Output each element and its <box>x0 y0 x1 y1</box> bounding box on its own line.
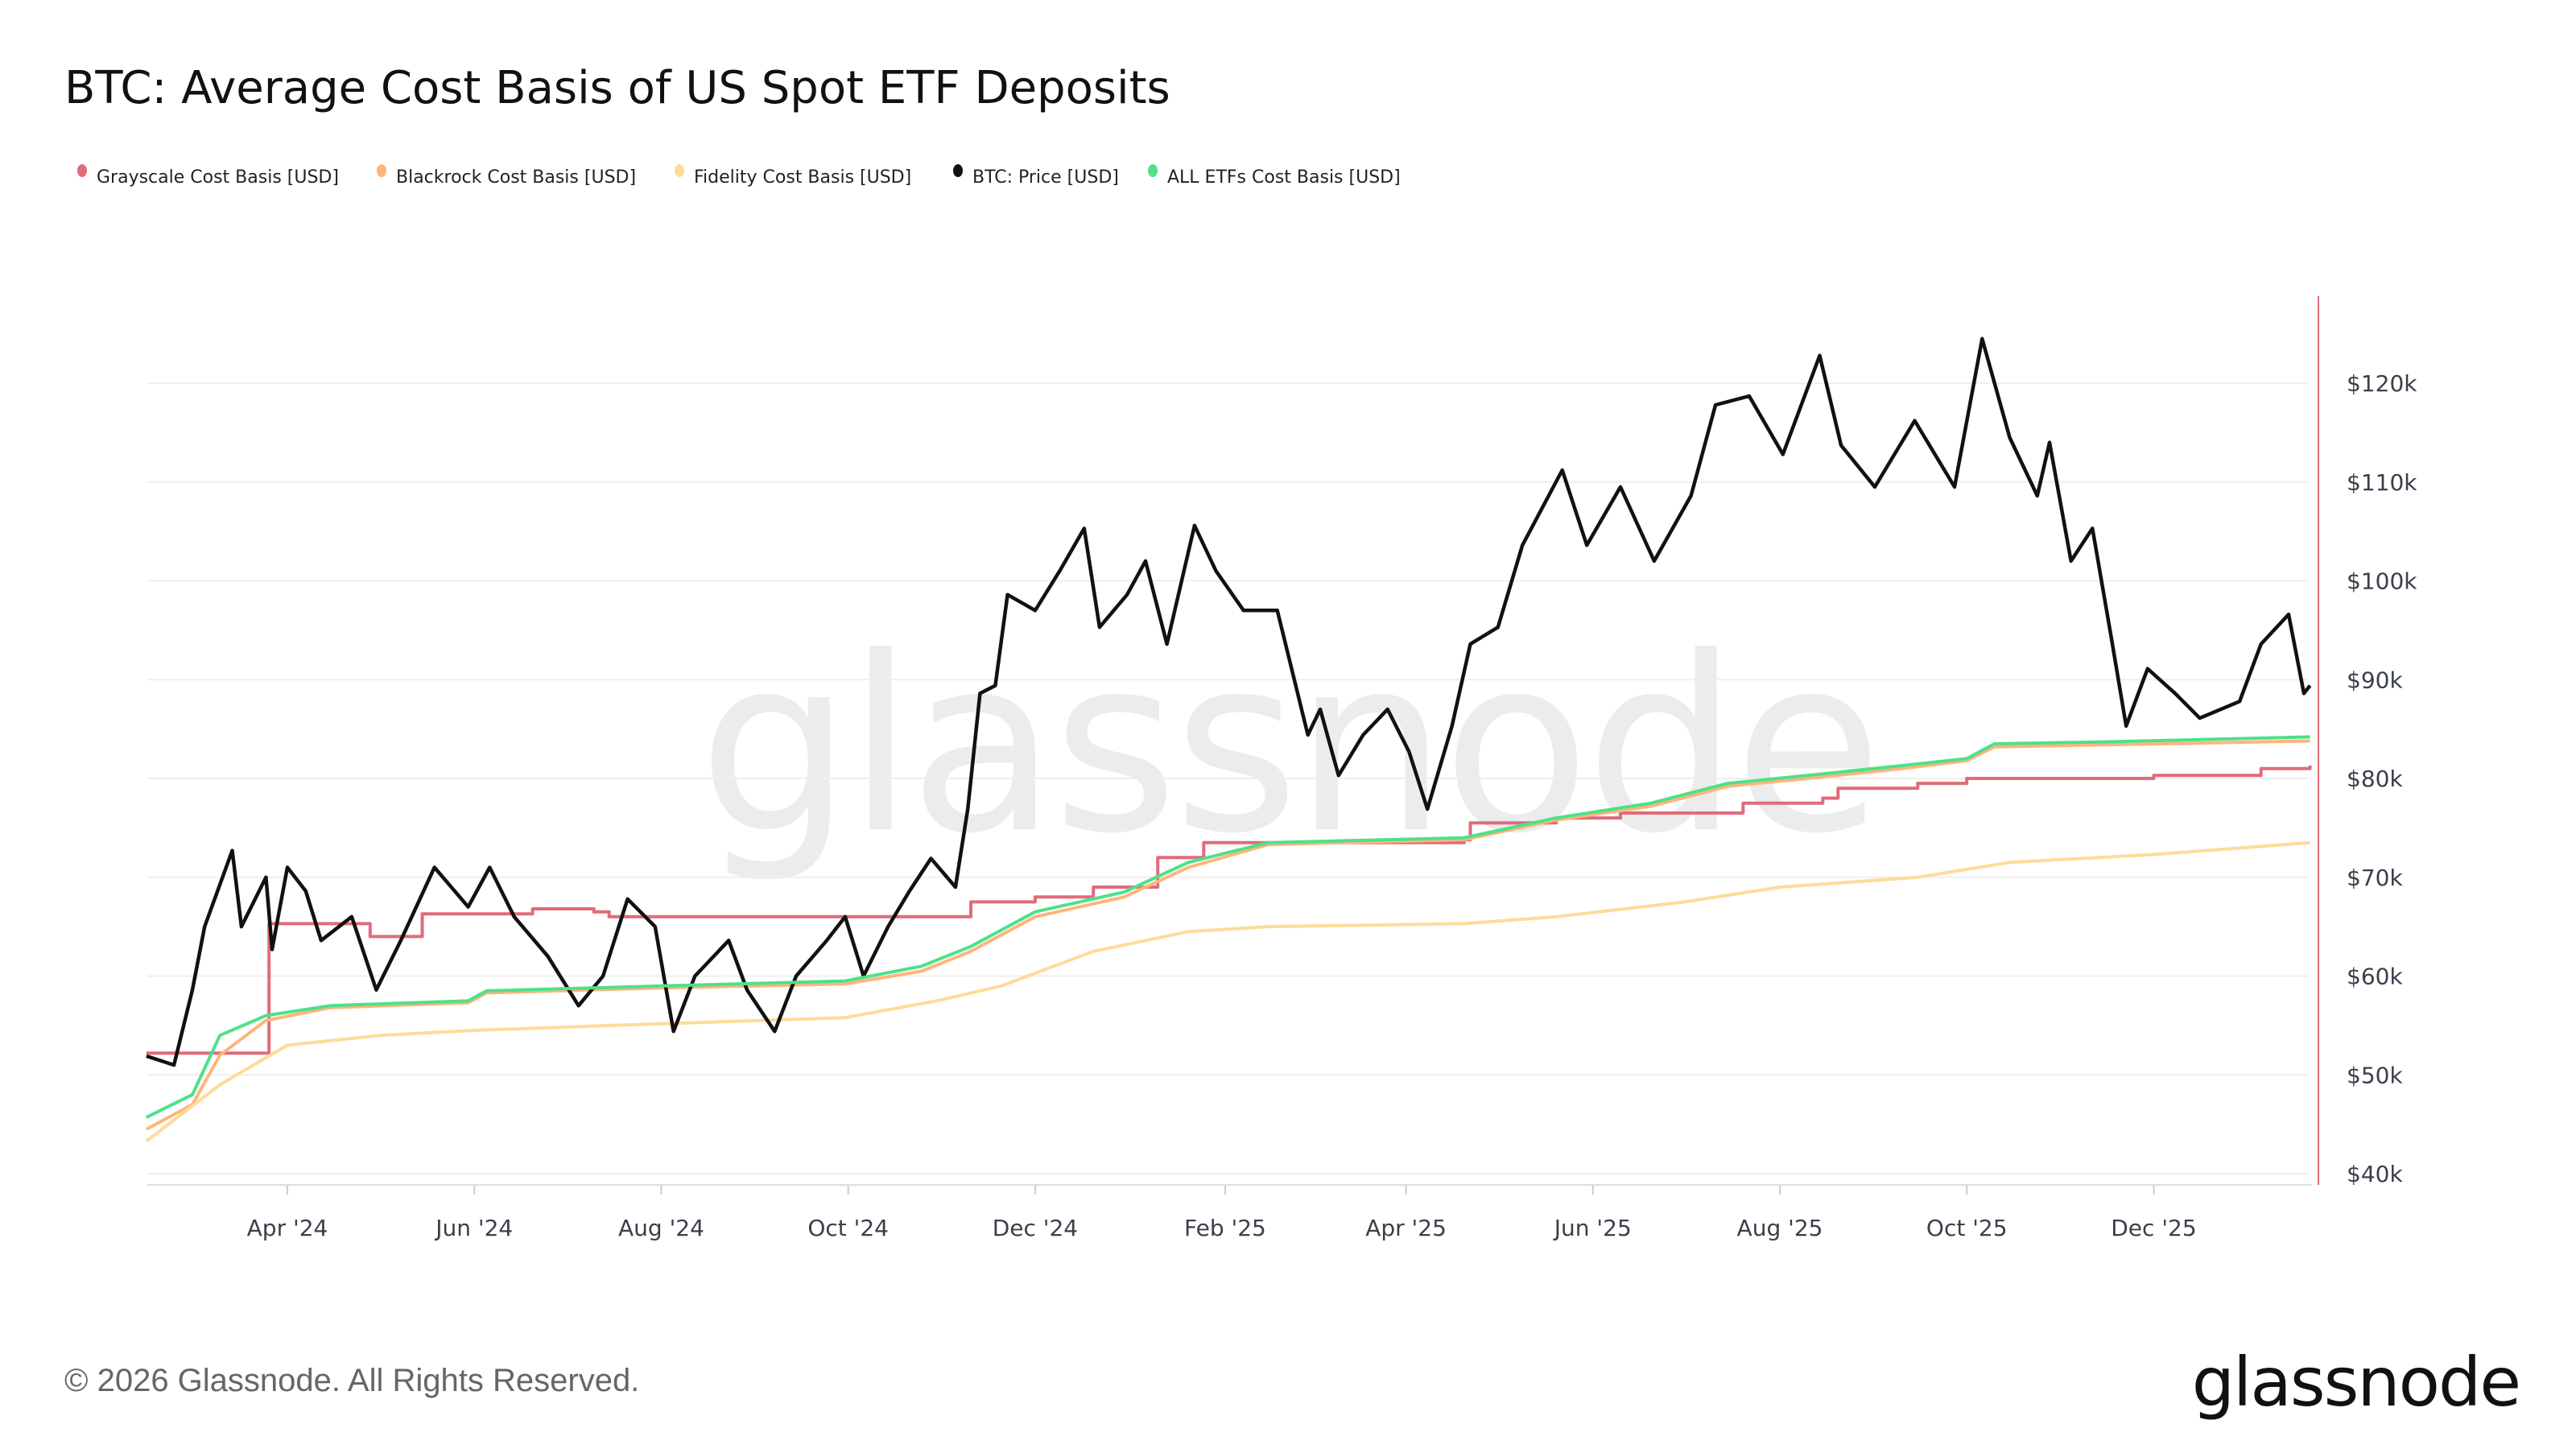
series-lines <box>145 336 2312 1143</box>
series-line-btc <box>146 336 2312 1067</box>
legend-marker-icon <box>377 164 386 177</box>
legend-marker-icon <box>77 164 87 177</box>
legend-label: Fidelity Cost Basis [USD] <box>694 167 911 188</box>
y-tick-label: $90k <box>2347 667 2403 693</box>
glassnode-logo: glassnode <box>2192 1343 2520 1422</box>
legend-label: BTC: Price [USD] <box>972 167 1119 188</box>
chart-title: BTC: Average Cost Basis of US Spot ETF D… <box>64 62 1170 114</box>
legend-label: ALL ETFs Cost Basis [USD] <box>1167 167 1401 188</box>
legend-item[interactable]: Fidelity Cost Basis [USD] <box>675 164 911 188</box>
x-tick-label: Aug '25 <box>1737 1215 1823 1241</box>
y-axis: $40k $50k $60k $70k $80k $90k $100k $110k $120k <box>2347 370 2417 1187</box>
copyright-footer: © 2026 Glassnode. All Rights Reserved. <box>64 1363 639 1398</box>
legend-label: Blackrock Cost Basis [USD] <box>396 167 636 188</box>
legend-label: Grayscale Cost Basis [USD] <box>97 167 339 188</box>
watermark: glassnode <box>699 605 1878 886</box>
x-axis: Apr '24 Jun '24 Aug '24 Oct '24 Dec '24 Feb '… <box>247 1185 2197 1241</box>
x-tick-label: Jun '24 <box>434 1215 513 1241</box>
x-tick-label: Apr '24 <box>247 1215 328 1241</box>
y-tick-label: $80k <box>2347 766 2403 792</box>
legend-item[interactable]: ALL ETFs Cost Basis [USD] <box>1148 164 1401 188</box>
x-tick-label: Aug '24 <box>618 1215 704 1241</box>
legend-item[interactable]: BTC: Price [USD] <box>953 164 1119 188</box>
legend-marker-icon <box>953 164 963 177</box>
y-tick-label: $40k <box>2347 1161 2403 1187</box>
x-tick-label: Dec '24 <box>993 1215 1078 1241</box>
series-line-all <box>146 735 2310 1119</box>
y-tick-label: $110k <box>2347 469 2417 496</box>
x-tick-label: Feb '25 <box>1184 1215 1266 1241</box>
y-tick-label: $60k <box>2347 964 2403 990</box>
series-line-fidelity <box>145 840 2310 1143</box>
gridlines <box>147 382 2309 1174</box>
x-tick-label: Oct '25 <box>1926 1215 2008 1241</box>
x-tick-label: Apr '25 <box>1365 1215 1447 1241</box>
y-tick-label: $50k <box>2347 1062 2403 1088</box>
y-tick-label: $120k <box>2347 370 2417 397</box>
y-tick-label: $70k <box>2347 865 2403 891</box>
legend-item[interactable]: Grayscale Cost Basis [USD] <box>77 164 339 188</box>
x-tick-label: Jun '25 <box>1553 1215 1632 1241</box>
series-line-blackrock <box>145 739 2310 1131</box>
legend: Grayscale Cost Basis [USD] Blackrock Cost… <box>77 164 1401 188</box>
y-tick-label: $100k <box>2347 568 2417 595</box>
x-tick-label: Oct '24 <box>807 1215 889 1241</box>
legend-item[interactable]: Blackrock Cost Basis [USD] <box>377 164 636 188</box>
legend-marker-icon <box>675 164 684 177</box>
legend-marker-icon <box>1148 164 1158 177</box>
x-tick-label: Dec '25 <box>2111 1215 2196 1241</box>
